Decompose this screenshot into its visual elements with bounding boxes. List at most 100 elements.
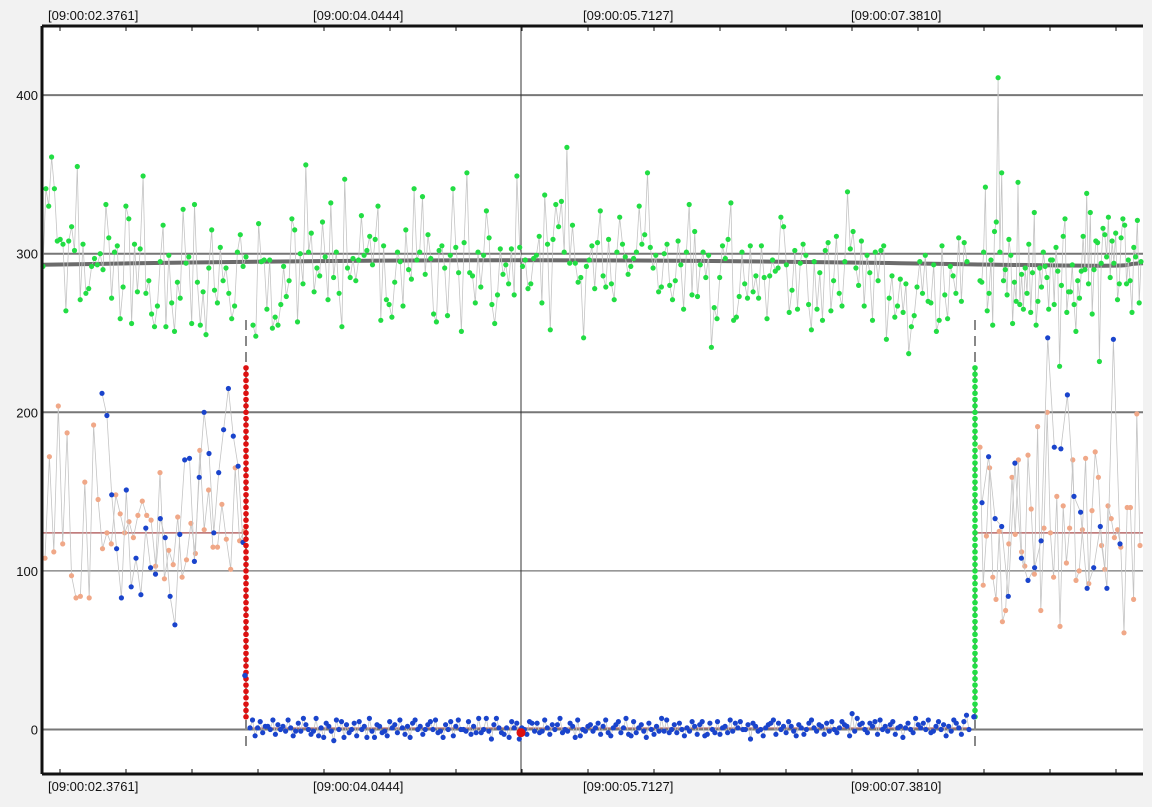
red-transition-point [243,650,249,657]
blue-series-point [128,584,134,590]
green-series-point [417,249,423,255]
red-transition-point [243,694,249,701]
salmon-series-point [1051,574,1057,580]
green-series-point [303,162,309,168]
blue-series-point [450,733,456,739]
green-series-point [936,317,942,323]
salmon-series-point [219,501,225,507]
salmon-series-point [1131,596,1137,603]
green-transition-point [972,453,978,460]
green-series-point [297,251,303,257]
green-series-point [294,319,301,325]
salmon-series-point [1115,527,1121,533]
x-tick-label-bottom: [09:00:02.3761] [48,779,138,794]
green-series-point [356,257,362,263]
blue-series-point [722,723,728,729]
blue-series-point [946,723,952,729]
green-series-point [511,292,517,298]
y-tick-label: 300 [16,247,38,262]
green-series-point [442,265,448,271]
blue-series-point [554,722,561,728]
green-series-point [1038,284,1045,290]
green-series-point [143,290,149,296]
blue-series-point [905,720,911,726]
blue-series-point [679,726,685,733]
blue-series-point [783,730,789,736]
blue-series-point [694,731,700,737]
blue-series-point [819,723,825,729]
green-transition-point [972,688,978,695]
salmon-series-point [1035,424,1041,430]
green-series-point [836,290,842,296]
blue-series-point [267,726,273,733]
green-series-point [625,271,631,277]
green-series-point [1075,278,1081,284]
blue-series-point [293,728,299,734]
green-transition-point [972,593,978,600]
blue-series-connector [981,337,1121,597]
blue-series-point [587,722,594,728]
green-series-point [594,240,601,246]
green-series-point [894,303,901,309]
blue-series-point [618,730,624,736]
red-transition-point [243,434,249,441]
green-series-point [1051,301,1057,308]
red-transition-point [243,511,249,517]
blue-series-point [1005,593,1011,599]
green-series-point [174,279,180,285]
green-series-point [129,320,135,327]
green-series-point [803,252,809,258]
green-series-point [425,232,431,238]
blue-series-point [864,730,871,736]
green-transition-point [972,568,978,574]
red-transition-point [243,485,249,492]
green-series-point [781,224,787,230]
green-series-point [956,235,962,241]
blue-series-point [732,720,738,726]
blue-series-point [923,726,929,733]
green-series-point [364,247,370,254]
blue-series-point [948,728,954,734]
blue-series-point [290,733,296,739]
blue-series-point [628,733,634,739]
green-series-point [872,249,878,255]
green-series-point [226,290,232,296]
green-series-point [151,324,158,330]
green-series-point [211,287,218,293]
blue-series-point [885,728,891,734]
green-series-point [672,278,678,284]
salmon-series-point [64,430,70,436]
red-transition-point [243,403,249,409]
x-tick-label-top: [09:00:02.3761] [48,8,138,23]
salmon-series-point [153,563,159,569]
green-series-point [611,297,617,303]
salmon-series-point [980,582,986,588]
blue-series-point [133,555,139,561]
blue-series-point [493,715,499,722]
green-series-point [717,274,723,281]
blue-series-point [1051,444,1057,450]
salmon-series-point [99,546,106,552]
green-series-point [1136,300,1142,306]
green-series-point [979,279,985,285]
green-series-point [633,249,640,255]
blue-series-point [437,728,444,734]
salmon-series-point [175,514,181,520]
blue-series-point [201,409,207,415]
green-series-point [191,201,198,208]
green-series-point [433,319,439,325]
green-series-point [458,328,464,334]
green-series-point [828,308,834,314]
red-transition-point [243,460,249,466]
green-series-point [722,255,728,262]
blue-series-point [221,427,227,433]
blue-series-point [1078,509,1084,515]
blue-series-point [255,725,261,731]
green-series-point [331,274,337,281]
blue-series-point [471,723,477,729]
x-tick-label-bottom: [09:00:05.7127] [583,779,673,794]
green-series-point [536,233,542,239]
blue-series-point [356,719,362,725]
green-series-point [642,232,648,238]
green-transition-point [972,694,978,701]
